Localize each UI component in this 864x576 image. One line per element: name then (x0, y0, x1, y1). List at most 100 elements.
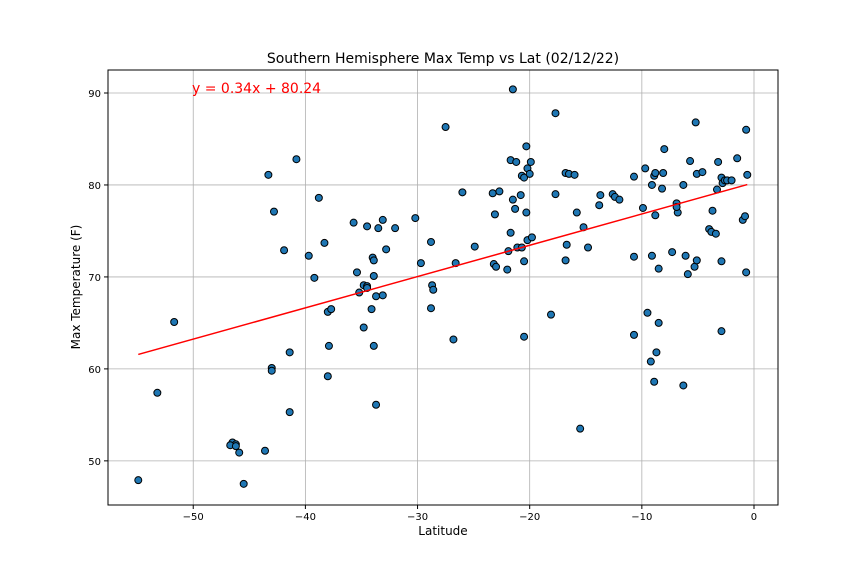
point (742, 125, 751, 134)
point (654, 264, 663, 273)
point (646, 357, 655, 366)
point (363, 222, 372, 231)
point (596, 191, 605, 200)
point (285, 408, 294, 417)
point (522, 142, 531, 151)
point (572, 208, 581, 217)
x-tick-label: −30 (407, 512, 428, 523)
point (267, 366, 276, 375)
point (668, 248, 677, 257)
point (264, 170, 273, 179)
x-tick-label: −40 (295, 512, 316, 523)
x-tick-label: 0 (751, 512, 757, 523)
point (698, 168, 707, 177)
point (692, 256, 701, 265)
point (562, 240, 571, 249)
point (369, 272, 378, 281)
point (372, 292, 381, 301)
point (727, 176, 736, 185)
point (520, 173, 529, 182)
point (641, 164, 650, 173)
point (679, 381, 688, 390)
point (429, 285, 438, 294)
point (426, 304, 435, 313)
point (235, 448, 244, 457)
point (369, 256, 378, 265)
point (647, 251, 656, 260)
point (638, 203, 647, 212)
point (314, 193, 323, 202)
point (658, 184, 667, 193)
annotation: y = 0.34x + 80.24 (192, 81, 321, 97)
point (717, 327, 726, 336)
y-axis-label: Max Temperature (F) (69, 225, 83, 350)
point (503, 265, 512, 274)
point (416, 259, 425, 268)
point (527, 233, 536, 242)
point (490, 210, 499, 219)
point (506, 228, 515, 237)
x-tick-label: −20 (519, 512, 540, 523)
point (576, 424, 585, 433)
point (561, 256, 570, 265)
point (349, 218, 358, 227)
point (492, 262, 501, 271)
point (323, 372, 332, 381)
point (643, 308, 652, 317)
point (458, 188, 467, 197)
point (551, 190, 560, 199)
point (520, 332, 529, 341)
y-tick-label: 70 (88, 273, 101, 284)
point (686, 157, 695, 166)
point (511, 204, 520, 213)
point (595, 201, 604, 210)
point (411, 214, 420, 223)
point (570, 170, 579, 179)
x-tick-label: −50 (183, 512, 204, 523)
point (359, 323, 368, 332)
point (683, 270, 692, 279)
point (717, 257, 726, 266)
point (374, 224, 383, 233)
point (508, 195, 517, 204)
point (470, 242, 479, 251)
point (261, 446, 270, 455)
y-tick-label: 90 (88, 89, 101, 100)
point (615, 195, 624, 204)
point (378, 291, 387, 300)
x-axis-label: Latitude (418, 524, 467, 538)
y-tick-label: 50 (88, 457, 101, 468)
point (310, 273, 319, 282)
x-tick-label: −10 (631, 512, 652, 523)
y-tick-label: 60 (88, 365, 101, 376)
point (367, 305, 376, 314)
point (659, 169, 668, 178)
point (525, 169, 534, 178)
point (629, 330, 638, 339)
point (522, 208, 531, 217)
point (391, 224, 400, 233)
point (741, 212, 750, 221)
point (629, 252, 638, 261)
y-tick-label: 80 (88, 181, 101, 192)
point (650, 377, 659, 386)
point (508, 85, 517, 94)
point (679, 180, 688, 189)
point (654, 318, 663, 327)
regression-line (138, 183, 748, 356)
point (426, 237, 435, 246)
chart-title: Southern Hemisphere Max Temp vs Lat (02/… (267, 51, 619, 67)
point (285, 348, 294, 357)
point (651, 211, 660, 220)
point (733, 154, 742, 163)
point (441, 123, 450, 132)
point (742, 268, 751, 277)
point (551, 109, 560, 118)
point (320, 238, 329, 247)
point (629, 172, 638, 181)
point (520, 257, 529, 266)
point (170, 317, 179, 326)
point (651, 169, 660, 178)
